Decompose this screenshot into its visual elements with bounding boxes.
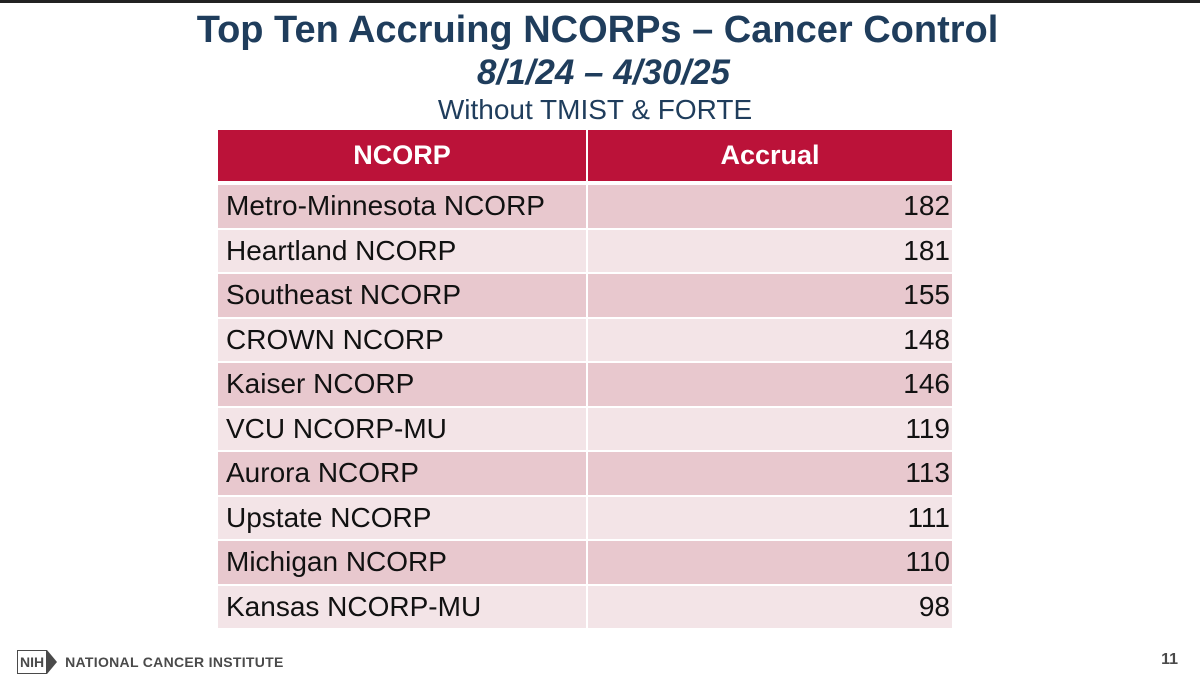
table-row: Heartland NCORP 181 [218, 227, 952, 272]
accrual-value-cell: 113 [905, 457, 950, 489]
ncorp-name-cell: Metro-Minnesota NCORP [218, 185, 588, 228]
ncorp-name-cell: Southeast NCORP [218, 274, 588, 317]
table-row: Upstate NCORP 111 [218, 494, 952, 539]
nih-logo-icon: NIH [17, 650, 48, 674]
table-row: Metro-Minnesota NCORP 182 [218, 185, 952, 228]
table-row: Michigan NCORP 110 [218, 539, 952, 584]
accrual-value-cell: 148 [903, 323, 950, 355]
table-row: Southeast NCORP 155 [218, 272, 952, 317]
page-number: 11 [1161, 651, 1178, 668]
nih-badge-text: NIH [20, 654, 45, 670]
ncorp-name-cell: Heartland NCORP [218, 229, 588, 272]
accrual-value-cell: 111 [907, 501, 950, 533]
accrual-value-cell: 181 [903, 234, 950, 266]
slide-title: Top Ten Accruing NCORPs – Cancer Control [196, 9, 999, 51]
accrual-table: NCORP Accrual Metro-Minnesota NCORP 182 He… [218, 130, 952, 628]
table-row: CROWN NCORP 148 [218, 316, 952, 361]
ncorp-name-cell: Upstate NCORP [218, 496, 588, 539]
table-header: NCORP Accrual [218, 130, 952, 185]
ncorp-name-cell: Kansas NCORP-MU [218, 585, 588, 628]
table-body: Metro-Minnesota NCORP 182 Heartland NCORP 1… [218, 185, 952, 628]
accrual-value-cell: 119 [905, 412, 950, 444]
logo-arrow-icon [47, 650, 58, 674]
slide-subtitle: Without TMIST & FORTE [437, 94, 753, 125]
slide-date-range: 8/1/24 – 4/30/25 [477, 53, 730, 92]
column-header-accrual: Accrual [720, 140, 820, 170]
table-row: Kaiser NCORP 146 [218, 361, 952, 406]
table-row: VCU NCORP-MU 119 [218, 405, 952, 450]
top-border [0, 0, 1200, 3]
ncorp-name-cell: Michigan NCORP [218, 541, 588, 584]
accrual-value-cell: 146 [903, 368, 950, 400]
accrual-value-cell: 182 [903, 190, 950, 222]
ncorp-name-cell: Aurora NCORP [218, 452, 588, 495]
nci-logo-text: NATIONAL CANCER INSTITUTE [65, 654, 284, 670]
ncorp-name-cell: VCU NCORP-MU [218, 407, 588, 450]
accrual-value-cell: 98 [918, 590, 950, 622]
table-row: Kansas NCORP-MU 98 [218, 583, 952, 628]
accrual-value-cell: 110 [905, 546, 950, 578]
accrual-value-cell: 155 [903, 279, 950, 311]
ncorp-name-cell: Kaiser NCORP [218, 363, 588, 406]
nci-logo: NIH NATIONAL CANCER INSTITUTE [17, 650, 284, 674]
column-header-ncorp: NCORP [218, 130, 588, 181]
ncorp-name-cell: CROWN NCORP [218, 318, 588, 361]
table-row: Aurora NCORP 113 [218, 450, 952, 495]
